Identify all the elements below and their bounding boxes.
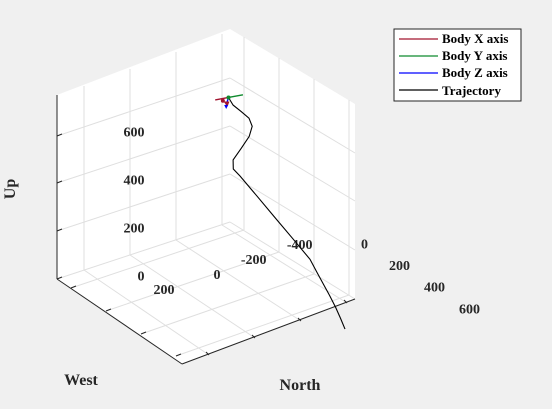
body-y-axis-line — [228, 94, 244, 99]
legend-label-body-x: Body X axis — [442, 31, 508, 46]
x-tick-label: 0 — [361, 237, 368, 252]
y-tick-labels: -400 -200 0 200 — [154, 238, 313, 298]
z-tick-label: 600 — [124, 125, 145, 140]
body-y-axis-marker — [226, 95, 231, 100]
legend[interactable]: Body X axis Body Y axis Body Z axis Traj… — [393, 28, 522, 102]
legend-label-body-z: Body Z axis — [442, 65, 508, 80]
tick-marks — [56, 133, 348, 357]
legend-label-body-y: Body Y axis — [442, 48, 508, 63]
x-tick-label: 400 — [424, 281, 445, 296]
y-tick-label: 200 — [154, 283, 175, 298]
body-x-axis-line — [215, 96, 229, 101]
y-tick-label: -400 — [287, 238, 313, 253]
z-axis-label: Up — [2, 179, 19, 200]
grid-lines — [56, 34, 356, 357]
x-tick-label: 600 — [459, 302, 480, 317]
x-tick-label: 200 — [389, 259, 410, 274]
x-tick-labels: 0 200 400 600 — [361, 237, 480, 317]
z-tick-label: 400 — [124, 173, 145, 188]
trajectory-line — [228, 97, 346, 330]
y-tick-label: -200 — [241, 253, 267, 268]
floor-plane — [57, 222, 355, 364]
z-tick-labels: 0 200 400 600 — [124, 125, 145, 284]
body-frame — [215, 94, 244, 109]
axis-lines — [56, 95, 356, 365]
axes-3d: 0 200 400 600 -400 -200 0 200 0 200 400 600 Up We… — [2, 29, 480, 394]
legend-label-trajectory: Trajectory — [442, 83, 501, 98]
y-axis-label: West — [64, 372, 98, 389]
y-tick-label: 0 — [214, 268, 221, 283]
z-tick-label: 200 — [124, 222, 145, 237]
body-z-axis-arrowhead — [224, 104, 229, 109]
legend-box — [393, 28, 522, 102]
x-axis-label: North — [280, 377, 321, 394]
z-tick-label: 0 — [138, 270, 145, 285]
